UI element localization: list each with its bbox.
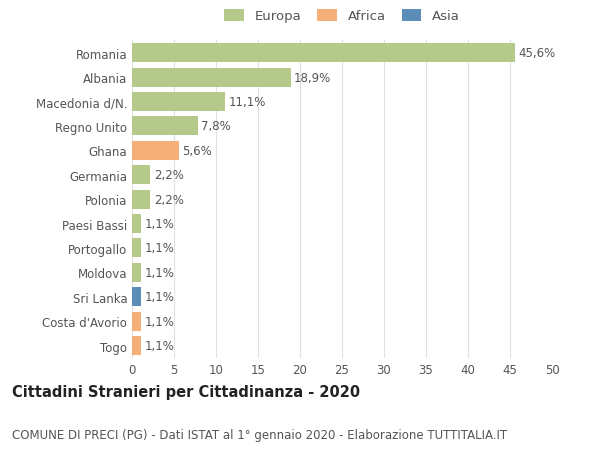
Bar	[132, 190, 151, 209]
Text: 5,6%: 5,6%	[182, 145, 212, 157]
Bar	[132, 288, 141, 307]
Text: 1,1%: 1,1%	[145, 291, 175, 303]
Text: 7,8%: 7,8%	[201, 120, 230, 133]
Bar	[132, 336, 141, 355]
Text: Cittadini Stranieri per Cittadinanza - 2020: Cittadini Stranieri per Cittadinanza - 2…	[12, 384, 360, 399]
Bar	[132, 263, 141, 282]
Bar	[132, 117, 197, 136]
Text: COMUNE DI PRECI (PG) - Dati ISTAT al 1° gennaio 2020 - Elaborazione TUTTITALIA.I: COMUNE DI PRECI (PG) - Dati ISTAT al 1° …	[12, 428, 507, 441]
Bar	[132, 68, 291, 87]
Text: 1,1%: 1,1%	[145, 266, 175, 279]
Bar	[132, 239, 141, 258]
Bar	[132, 214, 141, 234]
Bar	[132, 44, 515, 63]
Text: 18,9%: 18,9%	[294, 71, 331, 84]
Bar	[132, 93, 225, 112]
Text: 1,1%: 1,1%	[145, 339, 175, 353]
Bar	[132, 166, 151, 185]
Text: 1,1%: 1,1%	[145, 218, 175, 230]
Text: 1,1%: 1,1%	[145, 242, 175, 255]
Text: 1,1%: 1,1%	[145, 315, 175, 328]
Legend: Europa, Africa, Asia: Europa, Africa, Asia	[224, 10, 460, 23]
Text: 11,1%: 11,1%	[229, 96, 266, 109]
Text: 45,6%: 45,6%	[518, 47, 556, 60]
Text: 2,2%: 2,2%	[154, 193, 184, 206]
Bar	[132, 312, 141, 331]
Text: 2,2%: 2,2%	[154, 169, 184, 182]
Bar	[132, 141, 179, 161]
